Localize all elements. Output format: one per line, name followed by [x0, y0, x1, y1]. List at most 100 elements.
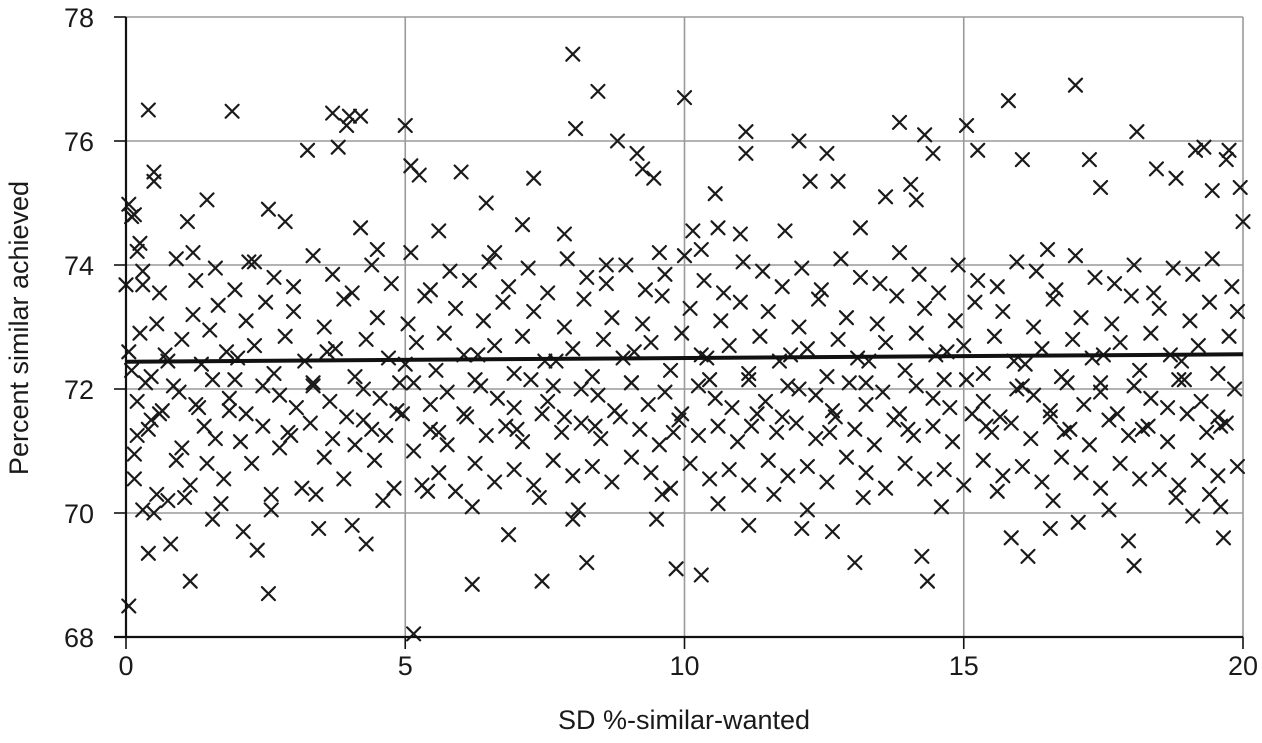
data-point: [1213, 499, 1229, 515]
data-point: [218, 344, 235, 360]
data-point: [1190, 338, 1206, 354]
data-point: [567, 121, 584, 137]
data-point: [721, 338, 737, 354]
data-point: [573, 381, 589, 397]
data-point: [1199, 424, 1215, 440]
data-point: [545, 452, 561, 468]
data-point: [526, 477, 542, 493]
data-point: [791, 133, 807, 149]
data-point: [1042, 409, 1058, 425]
data-point: [710, 496, 726, 512]
data-point: [537, 353, 553, 369]
data-point: [1101, 502, 1117, 518]
data-point: [168, 452, 184, 468]
data-point: [135, 277, 151, 293]
data-point: [911, 266, 927, 282]
data-point: [855, 489, 871, 506]
trendline: [125, 352, 1244, 364]
data-point: [556, 226, 573, 242]
data-point: [908, 325, 924, 341]
data-point: [858, 375, 874, 391]
data-point: [1210, 468, 1226, 484]
data-point: [305, 375, 321, 391]
data-point: [769, 424, 785, 440]
data-point: [738, 124, 754, 140]
data-point: [579, 269, 595, 285]
y-tick-label: 72: [64, 375, 94, 405]
data-point: [339, 409, 355, 425]
data-point: [707, 390, 723, 406]
data-point: [852, 269, 869, 285]
data-point: [799, 502, 815, 518]
data-point: [766, 486, 782, 502]
data-point: [975, 452, 991, 468]
data-point: [487, 474, 503, 490]
data-point: [255, 378, 271, 394]
data-point: [305, 248, 321, 264]
data-point: [526, 170, 542, 186]
data-point: [1048, 282, 1064, 298]
data-point: [422, 282, 438, 298]
data-point: [774, 409, 790, 425]
data-point: [702, 471, 718, 487]
data-point: [336, 291, 352, 307]
data-point: [1034, 474, 1050, 490]
data-point: [975, 365, 991, 382]
data-point: [648, 511, 665, 527]
data-point: [397, 117, 413, 134]
data-point: [925, 390, 941, 406]
data-point: [950, 257, 966, 273]
data-point: [897, 455, 913, 471]
data-point: [428, 362, 444, 378]
data-point: [188, 396, 204, 413]
data-point: [1076, 396, 1092, 413]
data-point: [140, 545, 156, 561]
data-point: [590, 83, 606, 99]
data-point: [715, 285, 732, 301]
data-point: [540, 393, 556, 409]
x-tick-label: 15: [949, 651, 979, 681]
data-point: [316, 449, 332, 465]
data-point: [221, 403, 237, 419]
data-point: [238, 406, 254, 422]
data-point: [1160, 400, 1176, 416]
data-point: [364, 257, 380, 273]
data-point: [791, 381, 807, 397]
data-point: [447, 483, 464, 499]
data-point: [143, 412, 159, 428]
data-point: [1196, 139, 1212, 155]
data-point: [1042, 403, 1058, 419]
data-point: [1059, 375, 1075, 391]
data-point: [822, 424, 838, 440]
data-point: [936, 372, 952, 388]
x-tick-label: 0: [118, 651, 133, 681]
data-point: [813, 282, 829, 298]
data-point: [1003, 415, 1019, 431]
data-point: [587, 418, 603, 434]
data-point: [1168, 489, 1184, 506]
data-point: [1165, 260, 1181, 276]
data-point: [794, 520, 810, 537]
data-point: [632, 421, 648, 437]
data-point: [931, 285, 947, 301]
data-point: [447, 300, 464, 316]
data-point: [1182, 313, 1198, 329]
data-point: [210, 297, 226, 313]
data-point: [126, 471, 142, 487]
data-point: [1087, 269, 1103, 285]
data-point: [760, 303, 776, 320]
y-axis-title: Percent similar achieved: [4, 181, 34, 475]
data-point: [358, 536, 374, 552]
data-point: [777, 223, 793, 239]
data-point: [1210, 409, 1226, 425]
data-point: [174, 440, 190, 456]
data-point: [682, 300, 698, 316]
data-point: [903, 176, 919, 192]
data-point: [506, 400, 522, 416]
data-point: [1126, 558, 1142, 574]
data-point: [956, 477, 972, 493]
data-point: [576, 291, 592, 307]
data-point: [439, 384, 455, 400]
data-point: [422, 421, 438, 437]
data-point: [514, 328, 531, 344]
